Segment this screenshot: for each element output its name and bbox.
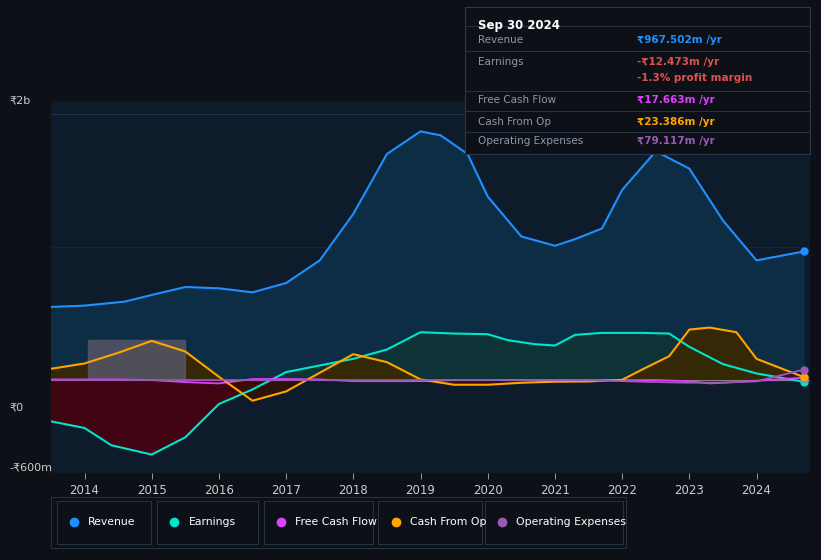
Text: -₹600m: -₹600m [10, 463, 53, 473]
Text: Cash From Op: Cash From Op [479, 116, 552, 127]
Text: Revenue: Revenue [89, 517, 135, 528]
Text: Operating Expenses: Operating Expenses [516, 517, 626, 528]
Text: Earnings: Earnings [189, 517, 236, 528]
Text: Sep 30 2024: Sep 30 2024 [479, 19, 561, 32]
Text: Earnings: Earnings [479, 57, 524, 67]
Text: Revenue: Revenue [479, 35, 524, 45]
Text: Cash From Op: Cash From Op [410, 517, 487, 528]
Text: Operating Expenses: Operating Expenses [479, 136, 584, 146]
Text: ₹0: ₹0 [10, 403, 24, 413]
Text: ₹17.663m /yr: ₹17.663m /yr [637, 95, 715, 105]
Text: ₹2b: ₹2b [10, 96, 31, 106]
Polygon shape [88, 340, 186, 380]
Text: ₹79.117m /yr: ₹79.117m /yr [637, 136, 715, 146]
Text: Free Cash Flow: Free Cash Flow [296, 517, 377, 528]
Text: -1.3% profit margin: -1.3% profit margin [637, 73, 752, 83]
Text: ₹23.386m /yr: ₹23.386m /yr [637, 116, 715, 127]
Text: -₹12.473m /yr: -₹12.473m /yr [637, 57, 719, 67]
Text: Free Cash Flow: Free Cash Flow [479, 95, 557, 105]
Text: ₹967.502m /yr: ₹967.502m /yr [637, 35, 722, 45]
